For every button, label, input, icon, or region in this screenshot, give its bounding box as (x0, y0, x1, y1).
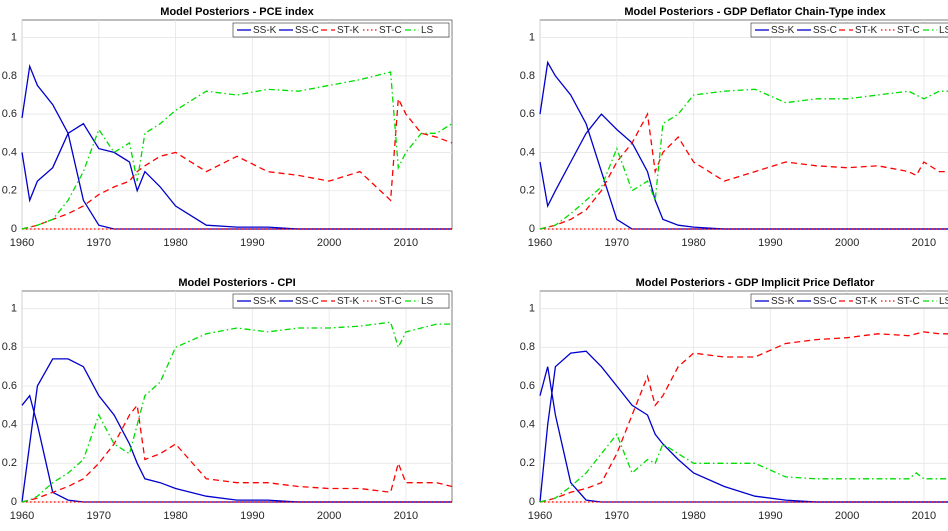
x-tick-label: 2000 (317, 237, 341, 249)
y-tick-label: 0.6 (2, 108, 17, 120)
y-tick-label: 0.8 (520, 70, 535, 82)
x-tick-label: 1990 (240, 510, 264, 522)
y-tick-label: 0 (11, 496, 17, 508)
x-tick-label: 1980 (681, 510, 705, 522)
legend-label: SS-K (253, 296, 277, 307)
legend-label: SS-C (813, 25, 837, 36)
chart-title: Model Posteriors - GDP Deflator Chain-Ty… (624, 6, 886, 18)
y-tick-label: 0.6 (2, 380, 17, 392)
x-tick-label: 1960 (528, 237, 552, 249)
legend-label: SS-K (253, 25, 277, 36)
x-tick-label: 1990 (758, 510, 782, 522)
legend-label: ST-C (897, 25, 920, 36)
y-tick-label: 0.8 (2, 70, 17, 82)
legend-label: ST-K (337, 296, 360, 307)
y-tick-label: 0.2 (2, 457, 17, 469)
series-line (539, 88, 948, 230)
legend-label: LS (421, 25, 434, 36)
legend: SS-K SS-C ST-K ST-C LS (232, 293, 450, 309)
chart-title: Model Posteriors - PCE index (160, 6, 314, 18)
legend-label: ST-K (855, 296, 878, 307)
y-tick-label: 0.2 (520, 457, 535, 469)
legend-label: ST-K (337, 25, 360, 36)
panel: Model Posteriors - GDP Deflator Chain-Ty… (520, 6, 948, 249)
y-tick-label: 0.4 (520, 146, 535, 158)
x-tick-label: 2010 (394, 510, 418, 522)
x-tick-label: 1970 (87, 237, 111, 249)
series-line (21, 96, 453, 230)
x-tick-label: 1990 (758, 237, 782, 249)
legend-label: SS-C (295, 25, 319, 36)
x-tick-label: 1960 (10, 510, 34, 522)
y-tick-label: 0.2 (2, 185, 17, 197)
y-tick-label: 0.6 (520, 108, 535, 120)
y-tick-label: 0 (11, 223, 17, 235)
y-tick-label: 0 (529, 496, 535, 508)
legend-label: ST-K (855, 25, 878, 36)
legend-box (232, 22, 450, 38)
y-tick-label: 0 (529, 223, 535, 235)
series-line (539, 112, 948, 230)
x-tick-label: 2010 (912, 510, 936, 522)
legend: SS-K SS-C ST-K ST-C LS (750, 293, 948, 309)
chart-title: Model Posteriors - GDP Implicit Price De… (636, 277, 876, 289)
legend: SS-K SS-C ST-K ST-C LS (232, 22, 450, 38)
x-tick-label: 2000 (317, 510, 341, 522)
series-line (21, 71, 453, 230)
y-tick-label: 0.8 (520, 341, 535, 353)
x-tick-label: 1990 (240, 237, 264, 249)
series-line (539, 331, 948, 503)
x-tick-label: 1970 (87, 510, 111, 522)
y-tick-label: 0.4 (2, 419, 17, 431)
legend-label: ST-C (379, 25, 402, 36)
legend-box (232, 293, 450, 309)
series-line (539, 433, 948, 503)
x-tick-label: 1970 (605, 510, 629, 522)
x-tick-label: 2010 (912, 237, 936, 249)
chart-title: Model Posteriors - CPI (178, 277, 295, 289)
plot-area (21, 290, 453, 503)
legend-label: SS-K (771, 25, 795, 36)
legend-label: ST-C (379, 296, 402, 307)
y-tick-label: 0.4 (2, 146, 17, 158)
legend-label: SS-K (771, 296, 795, 307)
legend: SS-K SS-C ST-K ST-C LS (750, 22, 948, 38)
legend-label: LS (421, 296, 434, 307)
x-tick-label: 1980 (163, 510, 187, 522)
x-tick-label: 1970 (605, 237, 629, 249)
plot-area (21, 19, 453, 230)
panel: Model Posteriors - PCE index 0 0.2 0.4 0.6 0.… (2, 6, 453, 249)
x-tick-label: 1960 (528, 510, 552, 522)
y-tick-label: 1 (11, 303, 17, 315)
panel: Model Posteriors - GDP Implicit Price De… (520, 277, 948, 522)
plot-area (539, 290, 948, 503)
y-tick-label: 0.8 (2, 341, 17, 353)
y-tick-label: 0.2 (520, 185, 535, 197)
series-line (21, 321, 452, 503)
y-tick-label: 0.6 (520, 380, 535, 392)
legend-label: SS-C (813, 296, 837, 307)
plot-area (539, 19, 948, 230)
y-tick-label: 1 (11, 31, 17, 43)
x-tick-label: 2000 (835, 510, 859, 522)
y-tick-label: 0.4 (520, 419, 535, 431)
legend-label: ST-C (897, 296, 920, 307)
legend-label: LS (939, 296, 948, 307)
legend-label: SS-C (295, 296, 319, 307)
x-tick-label: 1980 (163, 237, 187, 249)
legend-label: LS (939, 25, 948, 36)
panel: Model Posteriors - CPI 0 0.2 0.4 0.6 0.8 1 1960… (2, 277, 453, 522)
y-tick-label: 1 (529, 303, 535, 315)
x-tick-label: 2000 (835, 237, 859, 249)
x-tick-label: 2010 (394, 237, 418, 249)
x-tick-label: 1980 (681, 237, 705, 249)
y-tick-label: 1 (529, 31, 535, 43)
x-tick-label: 1960 (10, 237, 34, 249)
